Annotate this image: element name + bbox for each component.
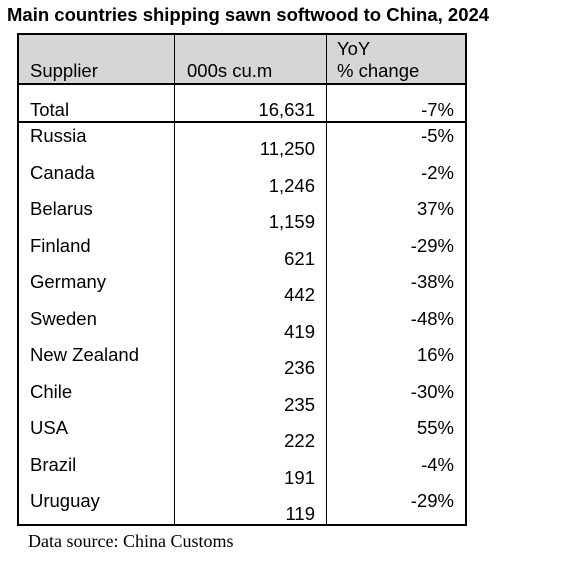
row-supplier: Chile [30,380,73,402]
row-yoy: -4% [421,453,454,475]
row-volume: 419 [284,320,315,342]
total-yoy: -7% [421,99,454,120]
row-yoy: -29% [410,490,454,511]
row-yoy: 55% [416,417,454,438]
row-supplier: New Zealand [30,344,140,365]
row-yoy: -48% [410,307,454,329]
header-yoy: YoY [337,38,371,59]
row-volume: 222 [284,430,315,451]
row-volume: 191 [284,466,315,488]
header-volume: 000s cu.m [187,60,273,81]
total-row-divider [19,121,465,123]
row-yoy: -29% [410,234,454,256]
row-supplier: Canada [30,161,95,183]
row-yoy: 16% [416,344,454,365]
column-divider-2 [326,35,327,524]
row-yoy: 37% [416,198,454,219]
row-supplier: USA [30,417,69,438]
row-supplier: Germany [30,271,107,292]
row-yoy: -38% [410,271,454,292]
data-source: Data source: China Customs [28,531,234,551]
chart-title: Main countries shipping sawn softwood to… [7,4,490,25]
row-volume: 1,159 [268,211,315,232]
row-volume: 119 [285,503,316,524]
row-supplier: Russia [30,125,87,146]
row-volume: 236 [284,357,315,378]
total-volume: 16,631 [258,99,315,120]
header-supplier: Supplier [30,60,98,81]
row-volume: 11,250 [259,138,315,159]
row-volume: 1,246 [268,174,315,196]
row-yoy: -5% [421,125,454,146]
column-divider-1 [174,35,175,524]
row-supplier: Finland [30,234,91,256]
header-change: % change [337,60,420,81]
row-supplier: Belarus [30,198,93,219]
row-supplier: Brazil [30,453,77,475]
row-yoy: -2% [421,161,454,183]
row-volume: 442 [284,284,315,305]
row-supplier: Sweden [30,307,97,329]
total-supplier: Total [30,99,70,120]
row-volume: 621 [284,247,315,269]
row-supplier: Uruguay [30,490,100,511]
data-table: Supplier 000s cu.m YoY % change Total 16… [17,33,467,526]
table-header: Supplier 000s cu.m YoY % change [19,35,465,85]
row-volume: 235 [284,393,315,415]
row-yoy: -30% [410,380,454,402]
